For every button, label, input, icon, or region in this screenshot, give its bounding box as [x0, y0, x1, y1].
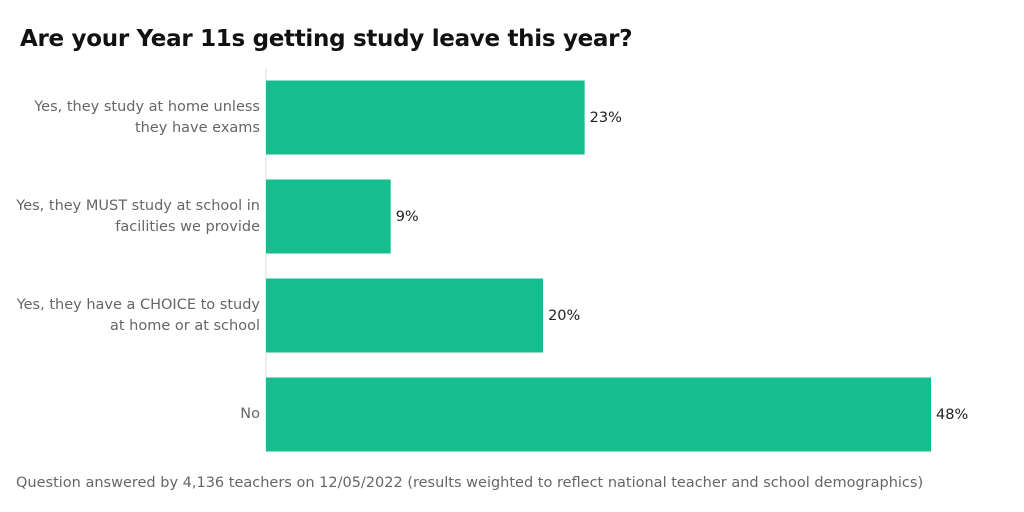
bar	[266, 278, 544, 353]
category-label: No	[240, 406, 260, 422]
value-label: 23%	[589, 109, 622, 126]
bar	[266, 80, 585, 155]
bar	[266, 179, 391, 254]
bar	[266, 377, 931, 452]
category-label: Yes, they study at home unless they have…	[34, 98, 260, 136]
category-label: Yes, they MUST study at school in facili…	[16, 197, 260, 235]
value-label: 9%	[395, 208, 419, 225]
chart-title: Are your Year 11s getting study leave th…	[20, 26, 633, 52]
value-label: 20%	[548, 307, 581, 324]
category-label: Yes, they have a CHOICE to study at home…	[16, 296, 260, 334]
footnote: Question answered by 4,136 teachers on 1…	[16, 475, 924, 491]
value-label: 48%	[936, 406, 969, 423]
